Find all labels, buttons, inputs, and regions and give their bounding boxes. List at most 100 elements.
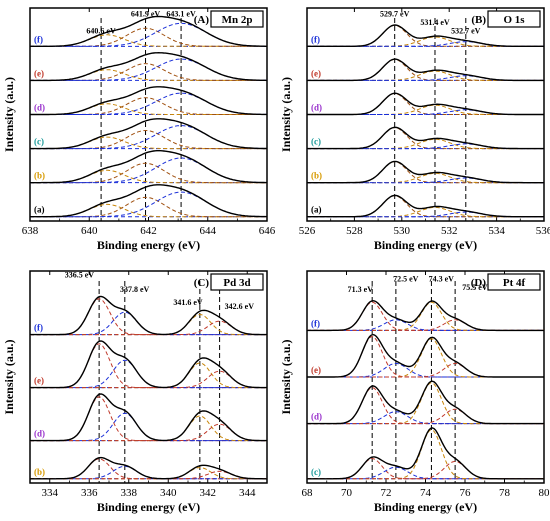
x-tick-label: 528 <box>346 225 363 237</box>
spectrum-envelope <box>307 333 544 378</box>
trace-label: (e) <box>34 376 44 386</box>
x-axis-label: Binding energy (eV) <box>97 238 200 252</box>
peak-annotation: 641.9 eV <box>131 10 161 19</box>
trace-label: (f) <box>311 318 320 328</box>
spectrum-envelope <box>307 380 544 425</box>
spectrum-envelope <box>307 194 544 218</box>
spectrum-envelope <box>30 15 267 47</box>
fit-component <box>307 195 544 218</box>
spectrum-envelope <box>307 58 544 82</box>
panel-pd3d: 334 336 338 340 342 344 Binding energy (eV) Int… <box>2 270 268 514</box>
x-tick-label: 338 <box>121 487 138 499</box>
peak-annotation: 337.8 eV <box>120 285 150 294</box>
panel-mn2p: 638 640 642 644 646 Binding energy (eV) Intens… <box>2 7 276 252</box>
fit-component <box>307 127 544 150</box>
fit-component <box>30 458 267 480</box>
peak-annotation: 643.1 eV <box>166 10 196 19</box>
x-axis-label: Binding energy (eV) <box>374 500 477 514</box>
fit-component <box>307 58 544 81</box>
trace-label: (d) <box>34 103 45 113</box>
peak-annotation: 529.7 eV <box>380 10 410 19</box>
x-tick-label: 530 <box>394 225 411 237</box>
panel-title: O 1s <box>503 14 525 26</box>
spectrum-envelope <box>30 295 267 336</box>
x-tick-label: 532 <box>441 225 458 237</box>
fit-component <box>307 319 544 331</box>
fit-component <box>307 70 544 81</box>
spectrum-envelope <box>307 126 544 150</box>
trace-label: (c) <box>311 467 321 477</box>
peak-annotation: 532.7 eV <box>451 27 481 36</box>
x-tick-label: 344 <box>239 487 256 499</box>
fit-component <box>307 411 544 425</box>
panel-pt4f: 68 70 72 74 76 78 80 Binding energy (eV) Intensi… <box>279 270 550 514</box>
peak-annotation: 342.6 eV <box>225 302 255 311</box>
panel-title: Pd 3d <box>223 277 250 289</box>
spectrum-envelope <box>307 92 544 116</box>
panel-letter: (D) <box>471 277 487 289</box>
panel-letter: (C) <box>194 277 210 289</box>
x-tick-label: 336 <box>81 487 98 499</box>
fit-component <box>30 370 267 389</box>
trace-label: (d) <box>34 429 45 439</box>
trace-label: (a) <box>34 205 45 215</box>
trace-label: (c) <box>34 137 44 147</box>
trace-label: (d) <box>311 412 322 422</box>
spectrum-envelope <box>30 184 267 218</box>
trace-label: (f) <box>34 34 43 44</box>
spectrum-envelope <box>307 24 544 47</box>
panel-title-box <box>210 273 264 291</box>
fit-component <box>307 458 544 480</box>
x-tick-label: 638 <box>22 225 39 237</box>
peak-annotation: 72.5 eV <box>393 275 419 284</box>
x-tick-label: 70 <box>341 487 353 499</box>
fit-component <box>307 172 544 184</box>
panel-title-box <box>487 10 541 28</box>
peak-annotation: 640.6 eV <box>86 27 116 36</box>
x-tick-label: 80 <box>539 487 550 499</box>
fit-component <box>307 24 544 47</box>
traces-o1s <box>307 18 544 221</box>
panel-title-box <box>487 273 541 291</box>
spectrum-envelope <box>307 160 544 184</box>
x-axis-label: Binding energy (eV) <box>97 500 200 514</box>
fit-component <box>307 363 544 378</box>
panel-o1s: 526 528 530 532 534 536 Binding energy (eV) Int… <box>279 7 550 252</box>
fit-component <box>30 396 267 442</box>
y-axis-label: Intensity (a.u.) <box>279 339 293 414</box>
fit-component <box>307 319 544 331</box>
peak-annotation: 531.4 eV <box>420 18 450 27</box>
spectrum-envelope <box>30 86 267 116</box>
x-tick-label: 526 <box>299 225 316 237</box>
fit-component <box>307 461 544 480</box>
x-tick-label: 74 <box>420 487 432 499</box>
y-axis-label: Intensity (a.u.) <box>2 77 16 152</box>
x-tick-label: 640 <box>81 225 98 237</box>
x-tick-label: 644 <box>200 225 217 237</box>
peak-annotation: 71.3 eV <box>348 285 374 294</box>
fit-component <box>30 191 267 218</box>
trace-label: (e) <box>311 68 321 78</box>
x-tick-label: 72 <box>381 487 392 499</box>
spectrum-envelope <box>30 118 267 150</box>
panel-letter: (A) <box>194 14 210 26</box>
x-tick-label: 646 <box>259 225 276 237</box>
trace-label: (f) <box>311 34 320 44</box>
fit-component <box>307 408 544 425</box>
peak-annotation: 341.6 eV <box>173 298 203 307</box>
x-tick-label: 68 <box>302 487 314 499</box>
fit-component <box>30 157 267 184</box>
peak-annotation: 74.3 eV <box>429 275 455 284</box>
x-tick-label: 534 <box>488 225 505 237</box>
fit-component <box>30 125 267 150</box>
spectrum-envelope <box>307 299 544 332</box>
trace-label: (a) <box>311 205 322 215</box>
fit-component <box>307 466 544 480</box>
fit-component <box>30 423 267 442</box>
spectrum-envelope <box>30 393 267 442</box>
y-axis-label: Intensity (a.u.) <box>2 339 16 414</box>
trace-label: (b) <box>311 171 322 181</box>
panel-title: Pt 4f <box>503 277 526 289</box>
trace-label: (f) <box>34 323 43 333</box>
